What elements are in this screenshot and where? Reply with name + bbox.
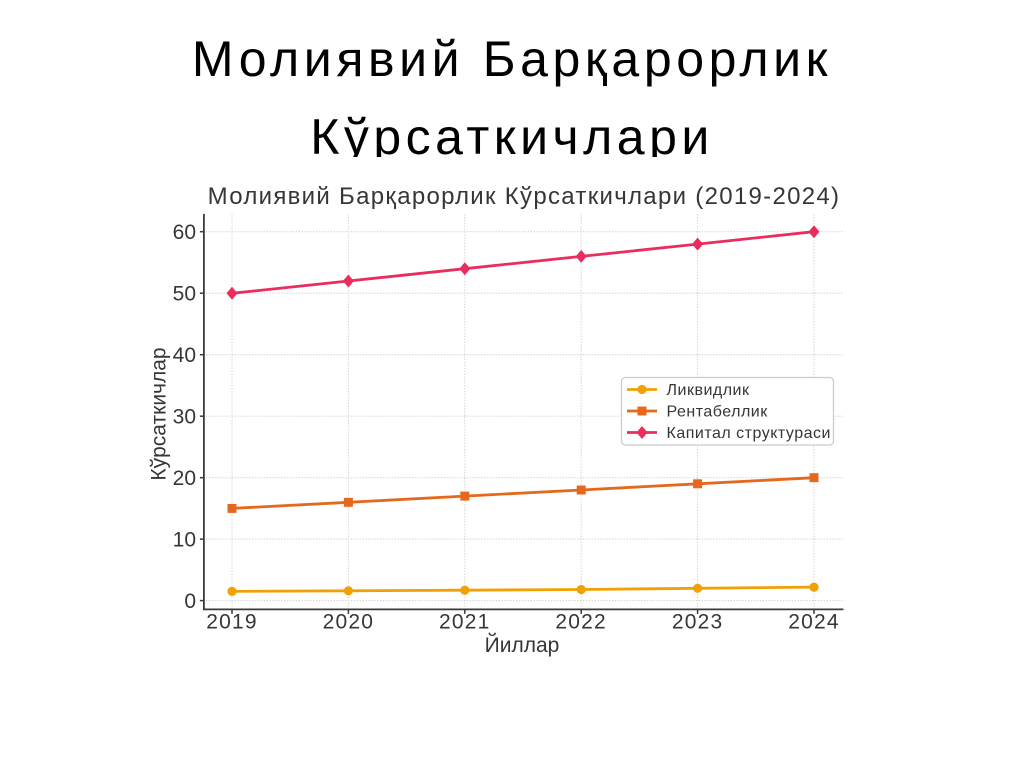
svg-text:60: 60 xyxy=(173,221,196,244)
svg-text:10: 10 xyxy=(173,529,196,552)
svg-text:2024: 2024 xyxy=(788,611,840,634)
svg-text:2020: 2020 xyxy=(323,611,375,634)
svg-text:Молиявий Барқарорлик Кўрсаткич: Молиявий Барқарорлик Кўрсаткичлари (2019… xyxy=(208,183,841,210)
svg-text:40: 40 xyxy=(173,344,196,367)
svg-text:2021: 2021 xyxy=(439,611,491,634)
svg-text:Йиллар: Йиллар xyxy=(485,633,560,657)
svg-text:2023: 2023 xyxy=(672,611,724,634)
svg-text:30: 30 xyxy=(173,406,196,429)
svg-text:2019: 2019 xyxy=(206,611,258,634)
svg-text:20: 20 xyxy=(173,467,196,490)
svg-text:0: 0 xyxy=(184,590,196,613)
svg-text:Кўрсаткичлар: Кўрсаткичлар xyxy=(148,347,171,480)
svg-text:Ликвидлик: Ликвидлик xyxy=(667,382,750,399)
svg-text:Капитал структураси: Капитал структураси xyxy=(667,425,831,442)
svg-text:50: 50 xyxy=(173,283,196,306)
svg-text:Рентабеллик: Рентабеллик xyxy=(667,404,769,421)
svg-text:2022: 2022 xyxy=(555,611,607,634)
